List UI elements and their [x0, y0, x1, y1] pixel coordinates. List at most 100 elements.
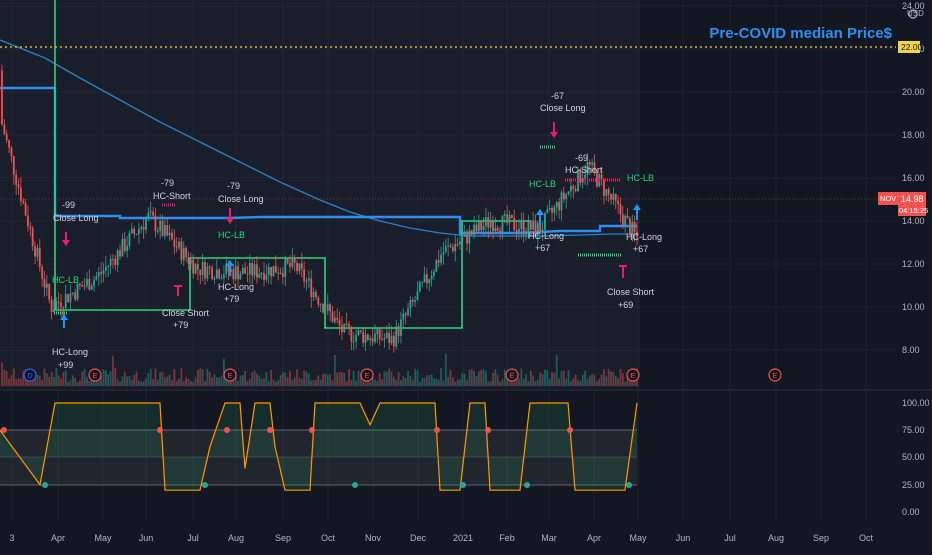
note-hc-lb-2: HC-LB: [218, 230, 245, 240]
candle-body: [300, 263, 303, 269]
volume-bar: [201, 369, 204, 386]
note-plus69: +69: [618, 300, 633, 310]
osc-signal-dot: [626, 482, 632, 488]
volume-bar: [112, 355, 114, 386]
volume-bar: [218, 377, 221, 386]
candle-body: [27, 215, 29, 227]
short-arrow-1: [62, 232, 70, 246]
candle-body: [336, 317, 339, 320]
event-marker[interactable]: E: [360, 368, 374, 382]
candle-body: [536, 223, 539, 236]
note-plus67b: +67: [633, 244, 648, 254]
volume-bar: [525, 374, 527, 386]
volume-bar: [598, 379, 601, 386]
candle-body: [565, 194, 568, 200]
candle-body: [449, 245, 452, 247]
candle-body: [17, 184, 20, 188]
event-marker[interactable]: E: [223, 368, 237, 382]
candle-body: [364, 334, 367, 343]
candle-body: [71, 292, 74, 294]
osc-tick: 75.00: [902, 425, 925, 435]
candle-body: [168, 232, 171, 236]
volume-bar: [114, 368, 117, 386]
candle-body: [378, 328, 381, 340]
candle-body: [366, 334, 369, 340]
event-marker[interactable]: E: [505, 368, 519, 382]
volume-bars: [1, 353, 638, 386]
candle-body: [234, 266, 237, 280]
candle-body: [251, 263, 254, 276]
event-marker[interactable]: E: [626, 368, 640, 382]
volume-bar: [414, 368, 417, 386]
osc-signal-dot: [1, 427, 7, 433]
candle-body: [128, 232, 131, 246]
candle-body: [215, 269, 218, 279]
volume-bar: [430, 374, 433, 386]
candle-body: [492, 221, 494, 232]
last-price-text: 14.98: [901, 194, 924, 204]
candle-body: [631, 221, 634, 236]
candle-body: [355, 334, 357, 342]
osc-series: [0, 402, 638, 491]
candle-body: [62, 307, 65, 309]
volume-bar: [62, 372, 65, 386]
volume-bar: [256, 373, 258, 386]
event-marker[interactable]: E: [768, 368, 782, 382]
volume-bar: [352, 370, 355, 386]
event-marker[interactable]: E: [88, 368, 102, 382]
candle-body: [459, 241, 461, 245]
volume-bar: [331, 380, 334, 386]
candle-body: [100, 272, 103, 274]
volume-bar: [518, 378, 520, 386]
candle-body: [225, 263, 228, 275]
candle-body: [612, 193, 615, 200]
candle-body: [617, 200, 620, 205]
volume-bar: [204, 381, 206, 386]
note-hc-lb-1: HC-LB: [52, 275, 79, 285]
volume-bar: [447, 377, 450, 386]
volume-bar: [142, 381, 145, 386]
short-arrow-3: [226, 208, 234, 224]
candle-body: [463, 231, 466, 237]
volume-bar: [376, 381, 379, 386]
candle-body: [248, 263, 251, 274]
candle-body: [241, 267, 244, 275]
volume-bar: [215, 377, 218, 386]
last-price-tag: [898, 192, 926, 216]
candle-body: [534, 220, 537, 236]
candle-body: [284, 258, 287, 277]
candle-body: [624, 215, 627, 226]
volume-bar: [454, 381, 457, 386]
candle-body: [451, 246, 454, 252]
candle-body: [270, 267, 273, 277]
price-tick: 10.00: [902, 302, 925, 312]
candle-body: [211, 267, 213, 280]
volume-bar: [159, 372, 162, 386]
volume-bar: [333, 354, 336, 386]
candle-body: [149, 211, 152, 213]
time-tick: May: [94, 533, 112, 543]
volume-bar: [565, 378, 568, 386]
candle-body: [385, 332, 388, 338]
candle-body: [76, 283, 79, 300]
candle-body: [560, 192, 563, 211]
candle-body: [317, 297, 320, 305]
volume-bar: [494, 369, 497, 386]
volume-bar: [57, 375, 60, 386]
candle-body: [55, 301, 58, 310]
candle-body: [296, 262, 298, 272]
candle-body: [477, 221, 480, 232]
volume-bar: [364, 377, 367, 386]
osc-tick: 50.00: [902, 452, 925, 462]
event-marker[interactable]: D: [23, 368, 37, 382]
candle-body: [402, 313, 405, 320]
volume-bar: [619, 369, 622, 386]
candle-body: [86, 278, 88, 286]
candle-body: [475, 224, 478, 232]
gear-icon[interactable]: [908, 9, 918, 19]
candle-body: [81, 285, 84, 287]
note-hc-long-1: HC-Long: [52, 347, 88, 357]
note-plus67a: +67: [535, 243, 550, 253]
candle-body: [499, 230, 501, 233]
